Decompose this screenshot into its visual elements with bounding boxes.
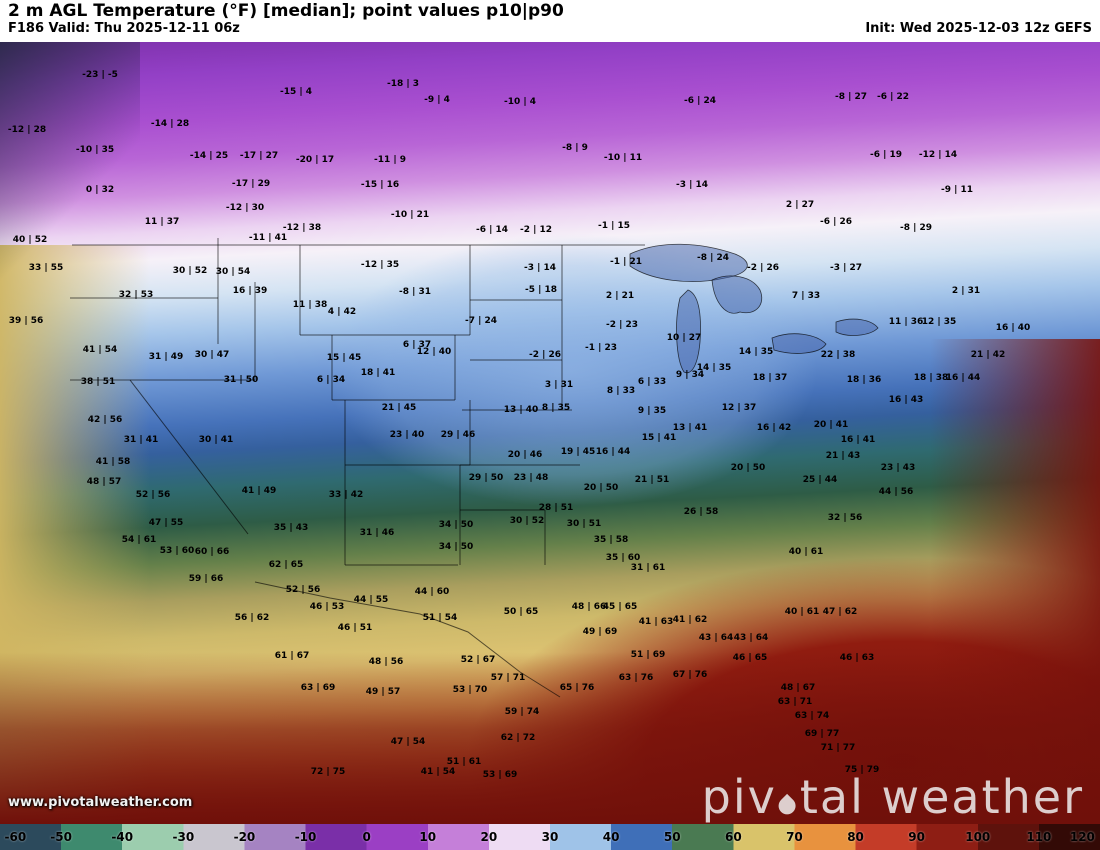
colorbar-tick-label: -30 [172,830,195,844]
colorbar-tick-label: -40 [111,830,134,844]
colorbar-tick-label: 0 [362,830,371,844]
model-init-time: Init: Wed 2025-12-03 12z GEFS [865,21,1092,36]
colorbar-tick-label: 40 [602,830,620,844]
water-droplet-icon [774,793,799,818]
colorbar-tick-label: -60 [4,830,27,844]
colorbar-tick-label: 120 [1069,830,1095,844]
colorbar-tick-label: 100 [965,830,991,844]
colorbar-tick-label: -10 [294,830,317,844]
colorbar-tick-label: 110 [1026,830,1052,844]
brand-text-left: piv [701,770,777,824]
colorbar: -60 -50 -40 -30 -20 -10 0 10 20 30 40 50 60 70 80 90 100… [0,824,1100,850]
map-title: 2 m AGL Temperature (°F) [median]; point… [8,1,564,21]
colorbar-tick-label: 90 [908,830,926,844]
colorbar-tick-label: 80 [847,830,864,844]
forecast-valid-time: F186 Valid: Thu 2025-12-11 06z [8,21,240,36]
colorbar-tick-label: 30 [541,830,559,844]
colorbar-tick-label: 50 [663,830,681,844]
colorbar-tick-label: 60 [724,830,742,844]
colorbar-tick-label: -50 [50,830,72,844]
colorbar-tick-label: 20 [480,830,498,844]
colorbar-tick-label: -20 [233,830,256,844]
colorbar-tick-label: 70 [786,830,803,844]
brand-watermark: piv tal weather [702,774,1084,820]
brand-text-right: tal weather [799,770,1084,824]
website-watermark: www.pivotalweather.com [8,795,193,810]
temperature-map-canvas [0,42,1100,824]
colorbar-tick-label: 10 [419,830,437,844]
header-bar: 2 m AGL Temperature (°F) [median]; point… [0,0,1100,42]
